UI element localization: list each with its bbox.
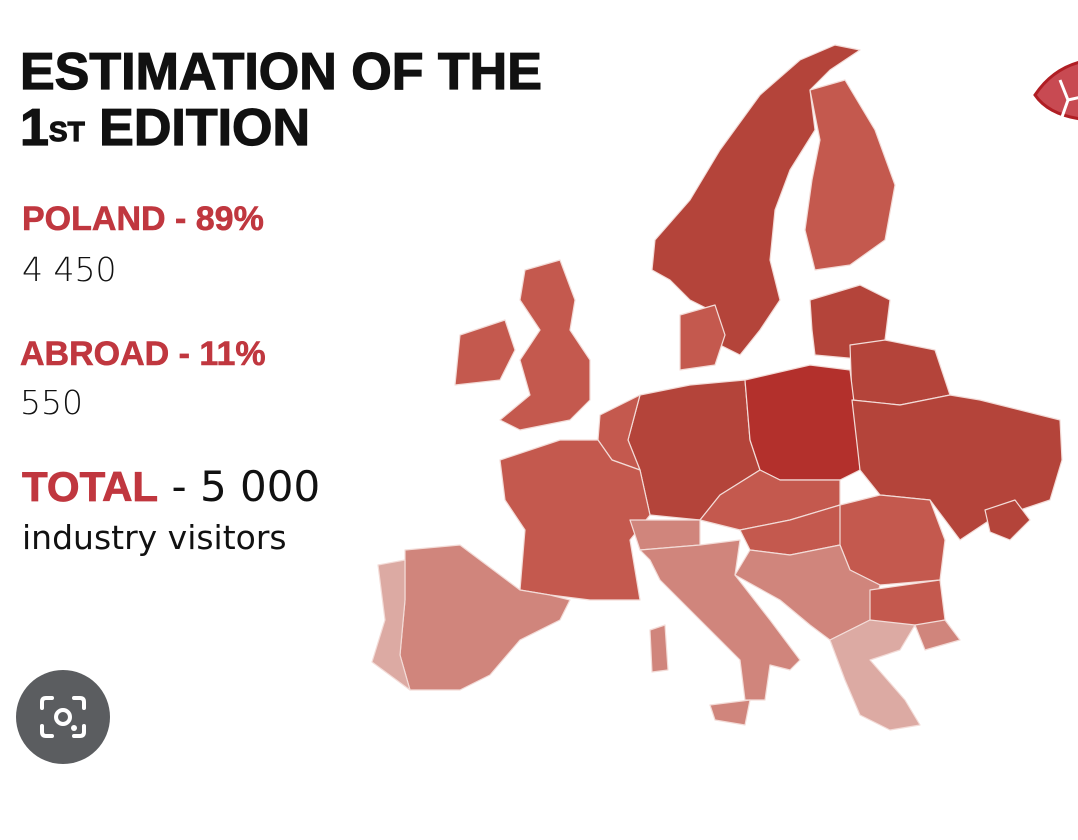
country-norway-sweden	[651, 44, 861, 356]
title-line-2: 1ST EDITION	[19, 99, 311, 157]
country-portugal	[371, 559, 411, 691]
country-sicily	[709, 699, 751, 726]
country-sardinia	[649, 624, 669, 673]
country-uk	[499, 259, 591, 431]
country-belarus	[849, 339, 951, 406]
total-row: TOTAL - 5 000	[22, 462, 321, 511]
country-greece	[829, 619, 921, 731]
country-france	[499, 439, 651, 601]
country-finland	[804, 79, 896, 271]
brand-logo-icon	[1033, 61, 1078, 121]
country-crimea	[984, 499, 1031, 541]
country-ireland	[454, 319, 516, 386]
abroad-value: 550	[20, 383, 83, 422]
poland-value: 4 450	[22, 250, 117, 289]
title-line-1: ESTIMATION OF THE	[19, 43, 542, 101]
lens-search-button[interactable]	[16, 670, 110, 764]
total-label: TOTAL	[22, 463, 159, 511]
page-title: ESTIMATION OF THE 1ST EDITION	[19, 43, 542, 157]
poland-label: POLAND - 89%	[22, 200, 264, 239]
total-value: - 5 000	[171, 462, 321, 511]
country-balkans	[734, 544, 881, 641]
country-italy	[639, 539, 801, 701]
country-turkey-west	[914, 619, 961, 651]
abroad-label: ABROAD - 11%	[20, 335, 266, 374]
country-romania	[839, 494, 946, 586]
country-denmark	[679, 304, 726, 371]
country-poland	[744, 364, 861, 481]
camera-search-icon	[40, 696, 86, 738]
total-unit: industry visitors	[22, 518, 287, 557]
